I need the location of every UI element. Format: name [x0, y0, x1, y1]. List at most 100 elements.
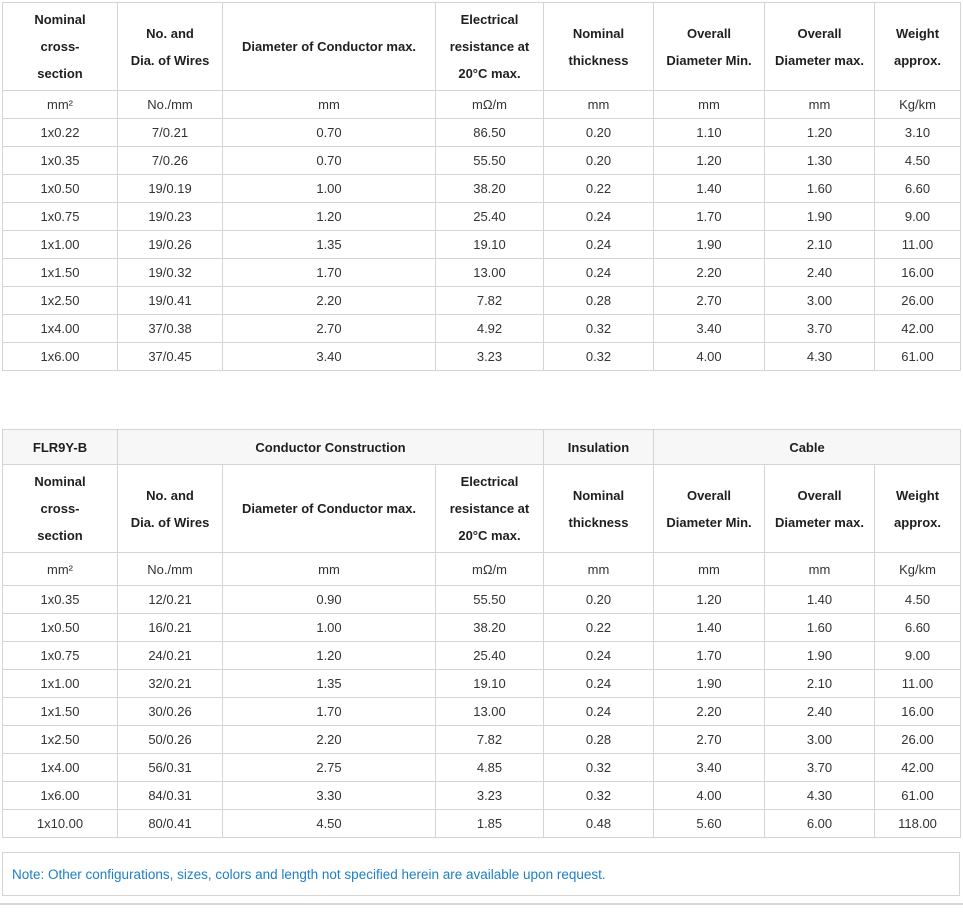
- data-cell: 1.20: [222, 202, 436, 231]
- data-cell: 55.50: [435, 585, 544, 614]
- data-cell: 118.00: [873, 809, 962, 838]
- data-cell: 0.32: [543, 781, 654, 810]
- data-cell: 9.00: [873, 641, 962, 670]
- units-row: mm² No./mm mm mΩ/m mm mm mm Kg/km: [2, 90, 961, 119]
- data-cell: 0.22: [543, 174, 654, 203]
- header-row: Nominal cross- section No. and Dia. of Wi…: [2, 464, 962, 553]
- data-cell: 7.82: [435, 286, 544, 315]
- head-cell: Diameter of Conductor max.: [222, 464, 436, 553]
- data-cell: 56/0.31: [117, 753, 223, 782]
- head-cell: Overall Diameter Min.: [653, 464, 765, 553]
- data-cell: 38.20: [435, 174, 544, 203]
- data-cell: 0.24: [543, 669, 654, 698]
- data-cell: 9.00: [874, 202, 961, 231]
- data-cell: 1x2.50: [2, 725, 118, 754]
- group-conductor-construction: Conductor Construction: [117, 429, 544, 465]
- data-cell: 2.75: [222, 753, 436, 782]
- data-cell: 3.23: [435, 342, 544, 371]
- data-cell: 0.32: [543, 314, 654, 343]
- data-cell: 19/0.26: [117, 230, 223, 259]
- unit-cell: mm: [222, 552, 436, 586]
- data-cell: 13.00: [435, 697, 544, 726]
- data-cell: 1x1.00: [2, 669, 118, 698]
- table-row: 1x6.00 37/0.45 3.40 3.23 0.32 4.00 4.30 61.00: [2, 342, 961, 371]
- data-cell: 1.70: [222, 258, 436, 287]
- table-row: 1x10.00 80/0.41 4.50 1.85 0.48 5.60 6.00 118.00: [2, 809, 962, 838]
- data-cell: 16.00: [873, 697, 962, 726]
- data-cell: 3.70: [764, 314, 875, 343]
- unit-cell: mm: [222, 90, 436, 119]
- data-cell: 1.35: [222, 230, 436, 259]
- data-cell: 1x0.75: [2, 202, 118, 231]
- data-cell: 1.60: [764, 613, 875, 642]
- unit-cell: mm: [543, 90, 654, 119]
- unit-cell: No./mm: [117, 552, 223, 586]
- data-cell: 1.30: [764, 146, 875, 175]
- data-cell: 4.85: [435, 753, 544, 782]
- data-cell: 0.20: [543, 585, 654, 614]
- data-cell: 0.32: [543, 342, 654, 371]
- data-cell: 5.60: [653, 809, 765, 838]
- data-cell: 1.20: [653, 146, 765, 175]
- data-cell: 2.40: [764, 697, 875, 726]
- data-cell: 2.20: [222, 725, 436, 754]
- data-cell: 2.20: [653, 697, 765, 726]
- data-cell: 61.00: [874, 342, 961, 371]
- spec-table-flr9y-b: FLR9Y-B Conductor Construction Insulatio…: [2, 429, 962, 838]
- data-cell: 7.82: [435, 725, 544, 754]
- data-cell: 0.20: [543, 146, 654, 175]
- data-cell: 2.20: [653, 258, 765, 287]
- data-cell: 19/0.19: [117, 174, 223, 203]
- data-cell: 1.40: [653, 613, 765, 642]
- head-cell: Electrical resistance at 20°C max.: [435, 464, 544, 553]
- data-cell: 1.40: [653, 174, 765, 203]
- data-cell: 19/0.32: [117, 258, 223, 287]
- data-cell: 0.20: [543, 118, 654, 147]
- data-cell: 0.24: [543, 641, 654, 670]
- data-cell: 0.24: [543, 202, 654, 231]
- data-cell: 0.70: [222, 146, 436, 175]
- unit-cell: mm²: [2, 552, 118, 586]
- group-header-row: FLR9Y-B Conductor Construction Insulatio…: [2, 429, 962, 465]
- table-row: 1x0.50 19/0.19 1.00 38.20 0.22 1.40 1.60 6.60: [2, 174, 961, 203]
- data-cell: 1x4.00: [2, 314, 118, 343]
- table-row: 1x0.35 12/0.21 0.90 55.50 0.20 1.20 1.40 4.50: [2, 585, 962, 614]
- data-cell: 26.00: [873, 725, 962, 754]
- model-label: FLR9Y-B: [2, 429, 118, 465]
- unit-cell: mm²: [2, 90, 118, 119]
- data-cell: 11.00: [874, 230, 961, 259]
- head-cell: Nominal cross- section: [2, 2, 118, 91]
- data-cell: 3.23: [435, 781, 544, 810]
- data-cell: 1.90: [653, 230, 765, 259]
- table-row: 1x1.00 19/0.26 1.35 19.10 0.24 1.90 2.10 11.00: [2, 230, 961, 259]
- data-cell: 1x0.35: [2, 585, 118, 614]
- data-cell: 1x1.00: [2, 230, 118, 259]
- data-cell: 2.20: [222, 286, 436, 315]
- data-cell: 1x1.50: [2, 258, 118, 287]
- data-cell: 1.10: [653, 118, 765, 147]
- data-cell: 4.30: [764, 342, 875, 371]
- data-cell: 55.50: [435, 146, 544, 175]
- data-cell: 1.35: [222, 669, 436, 698]
- data-cell: 1x0.75: [2, 641, 118, 670]
- head-cell: Nominal cross- section: [2, 464, 118, 553]
- data-cell: 1.70: [222, 697, 436, 726]
- data-cell: 26.00: [874, 286, 961, 315]
- data-cell: 0.90: [222, 585, 436, 614]
- data-cell: 1.90: [764, 641, 875, 670]
- unit-cell: mm: [543, 552, 654, 586]
- header-row: Nominal cross- section No. and Dia. of Wi…: [2, 2, 961, 91]
- table-row: 1x4.00 37/0.38 2.70 4.92 0.32 3.40 3.70 42.00: [2, 314, 961, 343]
- data-cell: 4.00: [653, 342, 765, 371]
- data-cell: 0.28: [543, 286, 654, 315]
- head-cell: Nominal thickness: [543, 2, 654, 91]
- data-cell: 16.00: [874, 258, 961, 287]
- unit-cell: No./mm: [117, 90, 223, 119]
- data-cell: 3.00: [764, 286, 875, 315]
- data-cell: 1.20: [764, 118, 875, 147]
- note-box: Note: Other configurations, sizes, color…: [2, 852, 960, 896]
- data-cell: 0.32: [543, 753, 654, 782]
- data-cell: 3.40: [222, 342, 436, 371]
- table-row: 1x0.22 7/0.21 0.70 86.50 0.20 1.10 1.20 3.10: [2, 118, 961, 147]
- data-cell: 1x0.50: [2, 174, 118, 203]
